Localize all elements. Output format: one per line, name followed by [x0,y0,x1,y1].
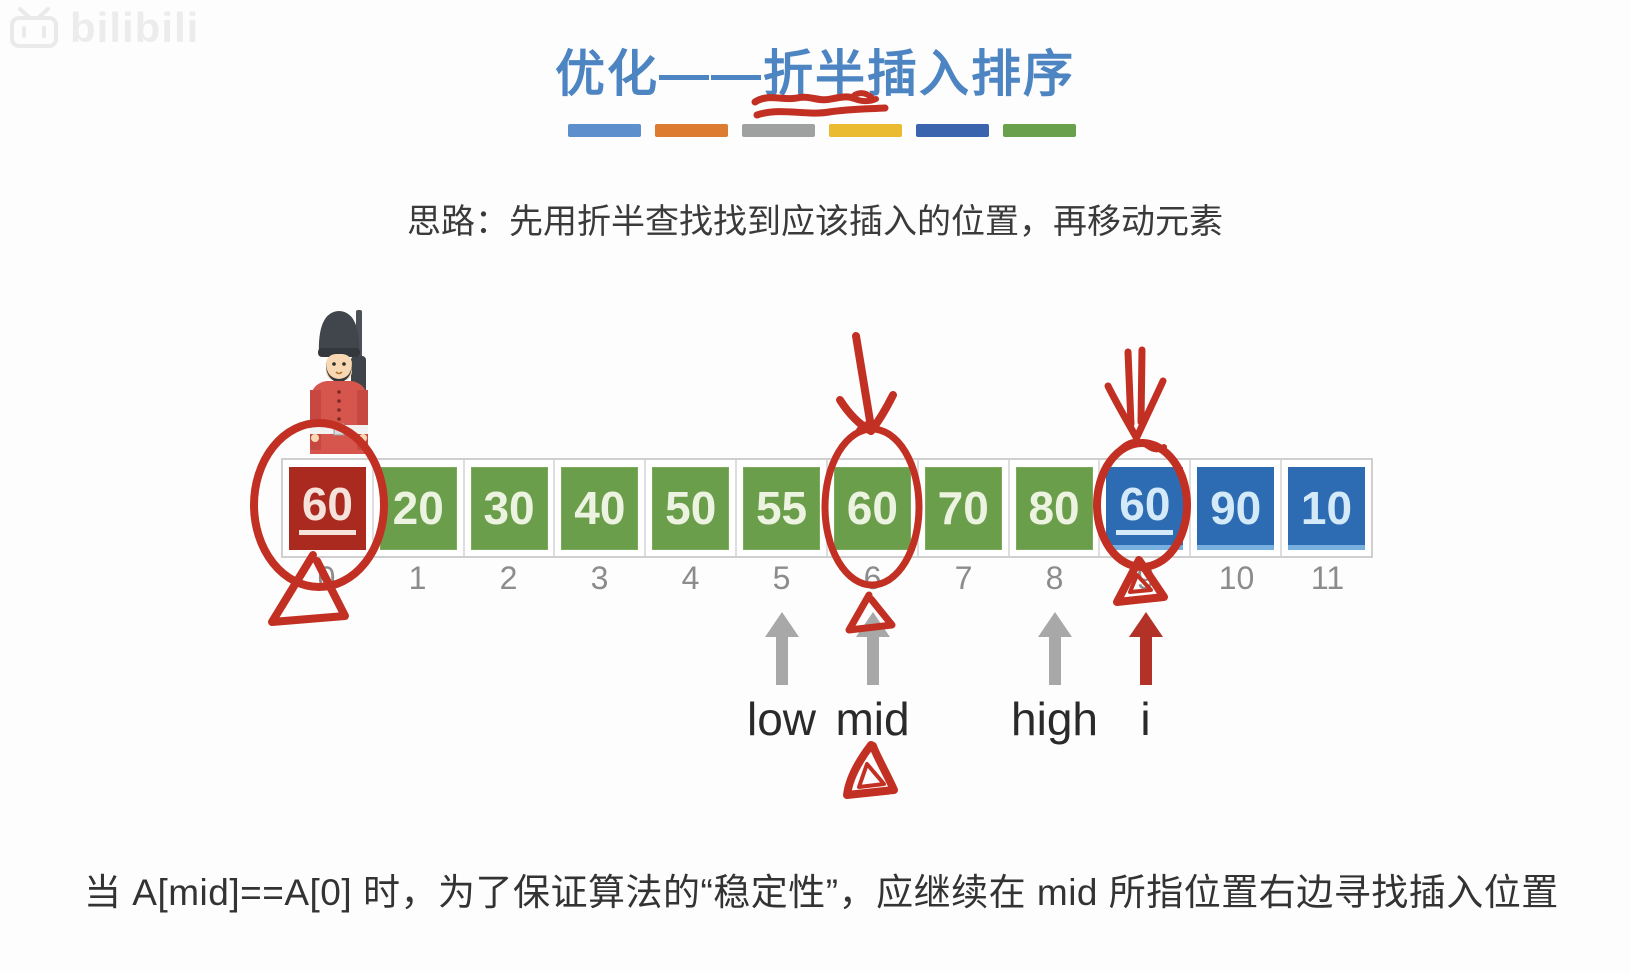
arrow-annotation-i [1104,346,1167,441]
array-box: 20 [379,466,457,550]
index-label: 2 [499,560,518,596]
index-label: 10 [1218,560,1255,596]
array-value: 40 [574,482,626,534]
bilibili-watermark: bilibili [8,4,199,52]
divider-bar [1003,124,1076,137]
array-value: 10 [1300,482,1353,534]
pointer-label: high [1011,693,1098,745]
arrow-annotation-mid [836,332,897,435]
array-cell: 55 [735,460,826,556]
up-arrow-icon [1128,612,1163,685]
page-title: 优化——折半插入排序 [555,46,1075,102]
array-box: 40 [561,466,639,550]
divider-bar [742,124,815,137]
index-label: 7 [954,560,973,596]
array-box: 60 [833,466,911,550]
up-arrow-icon [1037,612,1072,685]
array-box: 55 [743,466,821,550]
array-value: 60 [846,482,898,534]
array-box: 30 [470,466,548,550]
array-value: 90 [1210,482,1262,534]
pointer-label: low [746,693,817,745]
index-label: 0 [317,560,336,596]
array-row: 60 20 30 40 50 55 60 70 80 60 90 10 [281,458,1373,558]
array-cell: 30 [462,460,554,556]
footnote-text: 当 A[mid]==A[0] 时，为了保证算法的“稳定性”，应继续在 mid 所… [84,872,1559,913]
array-cell: 90 [1189,460,1280,556]
array-cell: 40 [553,460,644,556]
array-box: 50 [652,466,730,550]
bilibili-tv-icon [10,7,58,48]
divider-bar [916,124,989,137]
array-box: 60 [1106,466,1184,550]
pointer-label: mid [835,693,910,745]
array-cell: 60 [825,460,917,556]
pointer-label: i [1140,693,1151,745]
pointer-i: i [1126,612,1166,745]
index-label: 8 [1045,560,1064,596]
array-cell: 70 [916,460,1008,556]
guard-icon [310,310,368,454]
array-value: 30 [483,482,535,534]
index-label: 5 [772,560,791,596]
array-cell: 60 [1098,460,1189,556]
array-box: 10 [1288,466,1366,550]
array-cell: 80 [1007,460,1099,556]
up-arrow-icon [764,612,799,685]
index-label: 9 [1136,560,1155,596]
array-value: 60 [1116,481,1174,535]
subtitle-text: 思路：先用折半查找找到应该插入的位置，再移动元素 [407,203,1223,241]
array-cell: 60 [283,460,372,556]
divider-bar [568,124,641,137]
array-value: 60 [298,481,356,535]
array-cell: 10 [1280,460,1371,556]
array-box: 80 [1015,466,1093,550]
up-arrow-icon [855,612,890,685]
divider-bars [568,124,1076,137]
index-label: 1 [408,560,427,596]
watermark-text: bilibili [70,4,200,51]
triangle-annotation-under-mid-label [843,741,898,799]
pointer-mid: mid [835,612,910,745]
index-label: 3 [590,560,609,596]
array-box: 90 [1197,466,1275,550]
array-value: 50 [665,482,717,534]
pointer-high: high [1011,612,1098,745]
divider-bar [655,124,728,137]
array-cell: 50 [644,460,735,556]
array-value: 70 [937,482,989,534]
array-value: 80 [1028,482,1080,534]
array-cell: 20 [371,460,463,556]
array-box: 60 [288,466,366,550]
index-label: 6 [863,560,882,596]
array-value: 55 [755,482,808,534]
divider-bar [829,124,902,137]
index-label: 11 [1310,560,1345,596]
index-row: 0 1 2 3 4 5 6 7 8 9 10 11 [281,560,1373,597]
index-label: 4 [681,560,700,596]
array-box: 70 [924,466,1002,550]
pointer-low: low [747,612,816,745]
array-value: 20 [392,482,444,534]
